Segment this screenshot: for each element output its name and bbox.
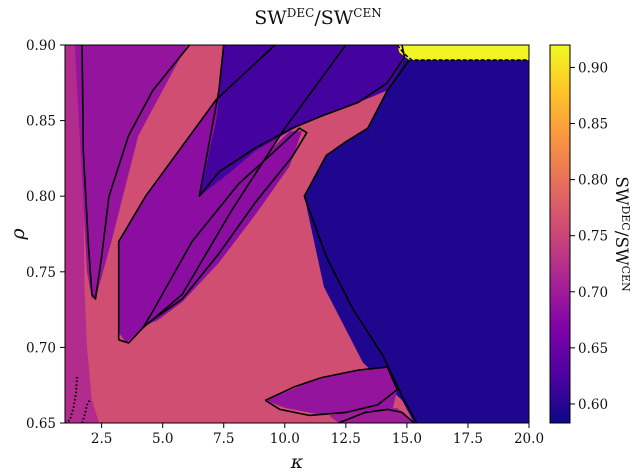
colorbar-tick-label: 0.75 [578,229,608,245]
contour-small-wedge [142,127,308,329]
region-blue-top [199,45,407,197]
colorbar [549,44,571,424]
colorbar-label-prefix: SW [611,176,631,206]
chart-title-prefix: SW [254,7,287,29]
x-axis: 2.5 5.0 7.5 10.0 12.5 15.0 17.5 20.0 [91,423,544,447]
x-tick-label: 7.5 [213,431,234,447]
contour-blue-top [198,45,406,197]
y-tick-label: 0.70 [26,340,56,356]
chart-title: SWDEC/SWCEN [254,6,382,29]
y-tick-label: 0.85 [26,114,56,130]
colorbar-label-mid: /SW [611,231,631,266]
colorbar-tick-label: 0.80 [578,173,608,189]
x-tick-label: 20.0 [514,431,544,447]
contour-dotted-left [65,374,79,423]
x-tick-label: 12.5 [331,431,361,447]
colorbar-label: SWDEC/SWCEN [611,176,632,292]
colorbar-tick-label: 0.85 [578,117,608,133]
y-axis-label: ρ [7,228,29,241]
x-tick-label: 5.0 [152,431,173,447]
y-axis: 0.65 0.70 0.75 0.80 0.85 0.90 [26,38,65,432]
region-tongue-left [74,45,188,299]
region-blob-lower [265,367,398,416]
contour-tongue [81,45,191,300]
y-tick-label: 0.75 [26,265,56,281]
colorbar-tick-label: 0.60 [578,397,608,413]
region-yellow-corner [397,45,529,61]
colorbar-tick-label: 0.90 [578,60,608,76]
x-tick-label: 2.5 [91,431,112,447]
colorbar-tick-label: 0.70 [578,285,608,301]
x-tick-label: 10.0 [270,431,300,447]
region-blue-right [304,55,529,423]
chart-title-sup2: CEN [353,6,381,20]
colorbar-axis: 0.60 0.65 0.70 0.75 0.80 0.85 0.90 [570,60,608,413]
colorbar-label-sup2: CEN [619,266,632,292]
x-tick-label: 15.0 [392,431,422,447]
colorbar-tick-label: 0.65 [578,341,608,357]
chart-title-sup1: DEC [287,6,315,20]
contour-lines [65,45,529,423]
x-tick-label: 17.5 [453,431,483,447]
region-band-left [65,45,100,423]
heatmap-regions [65,45,529,423]
contour-wedge-lower [118,45,347,344]
chart-title-mid: /SW [314,7,353,29]
plot-area [65,45,529,423]
contour-blob-corner [338,408,415,423]
y-tick-label: 0.80 [26,189,56,205]
plot-frame [64,44,530,424]
contour-yellow [396,45,529,61]
colorbar-label-sup1: DEC [619,205,632,230]
region-wedge-small [143,131,302,327]
y-tick-label: 0.65 [26,416,56,432]
contour-blob-lower [264,366,398,417]
x-axis-label: κ [290,451,304,473]
contour-dotted-mid [81,398,92,423]
y-tick-label: 0.90 [26,38,56,54]
contour-blue-right [303,59,418,423]
contour-wedge [117,45,276,340]
